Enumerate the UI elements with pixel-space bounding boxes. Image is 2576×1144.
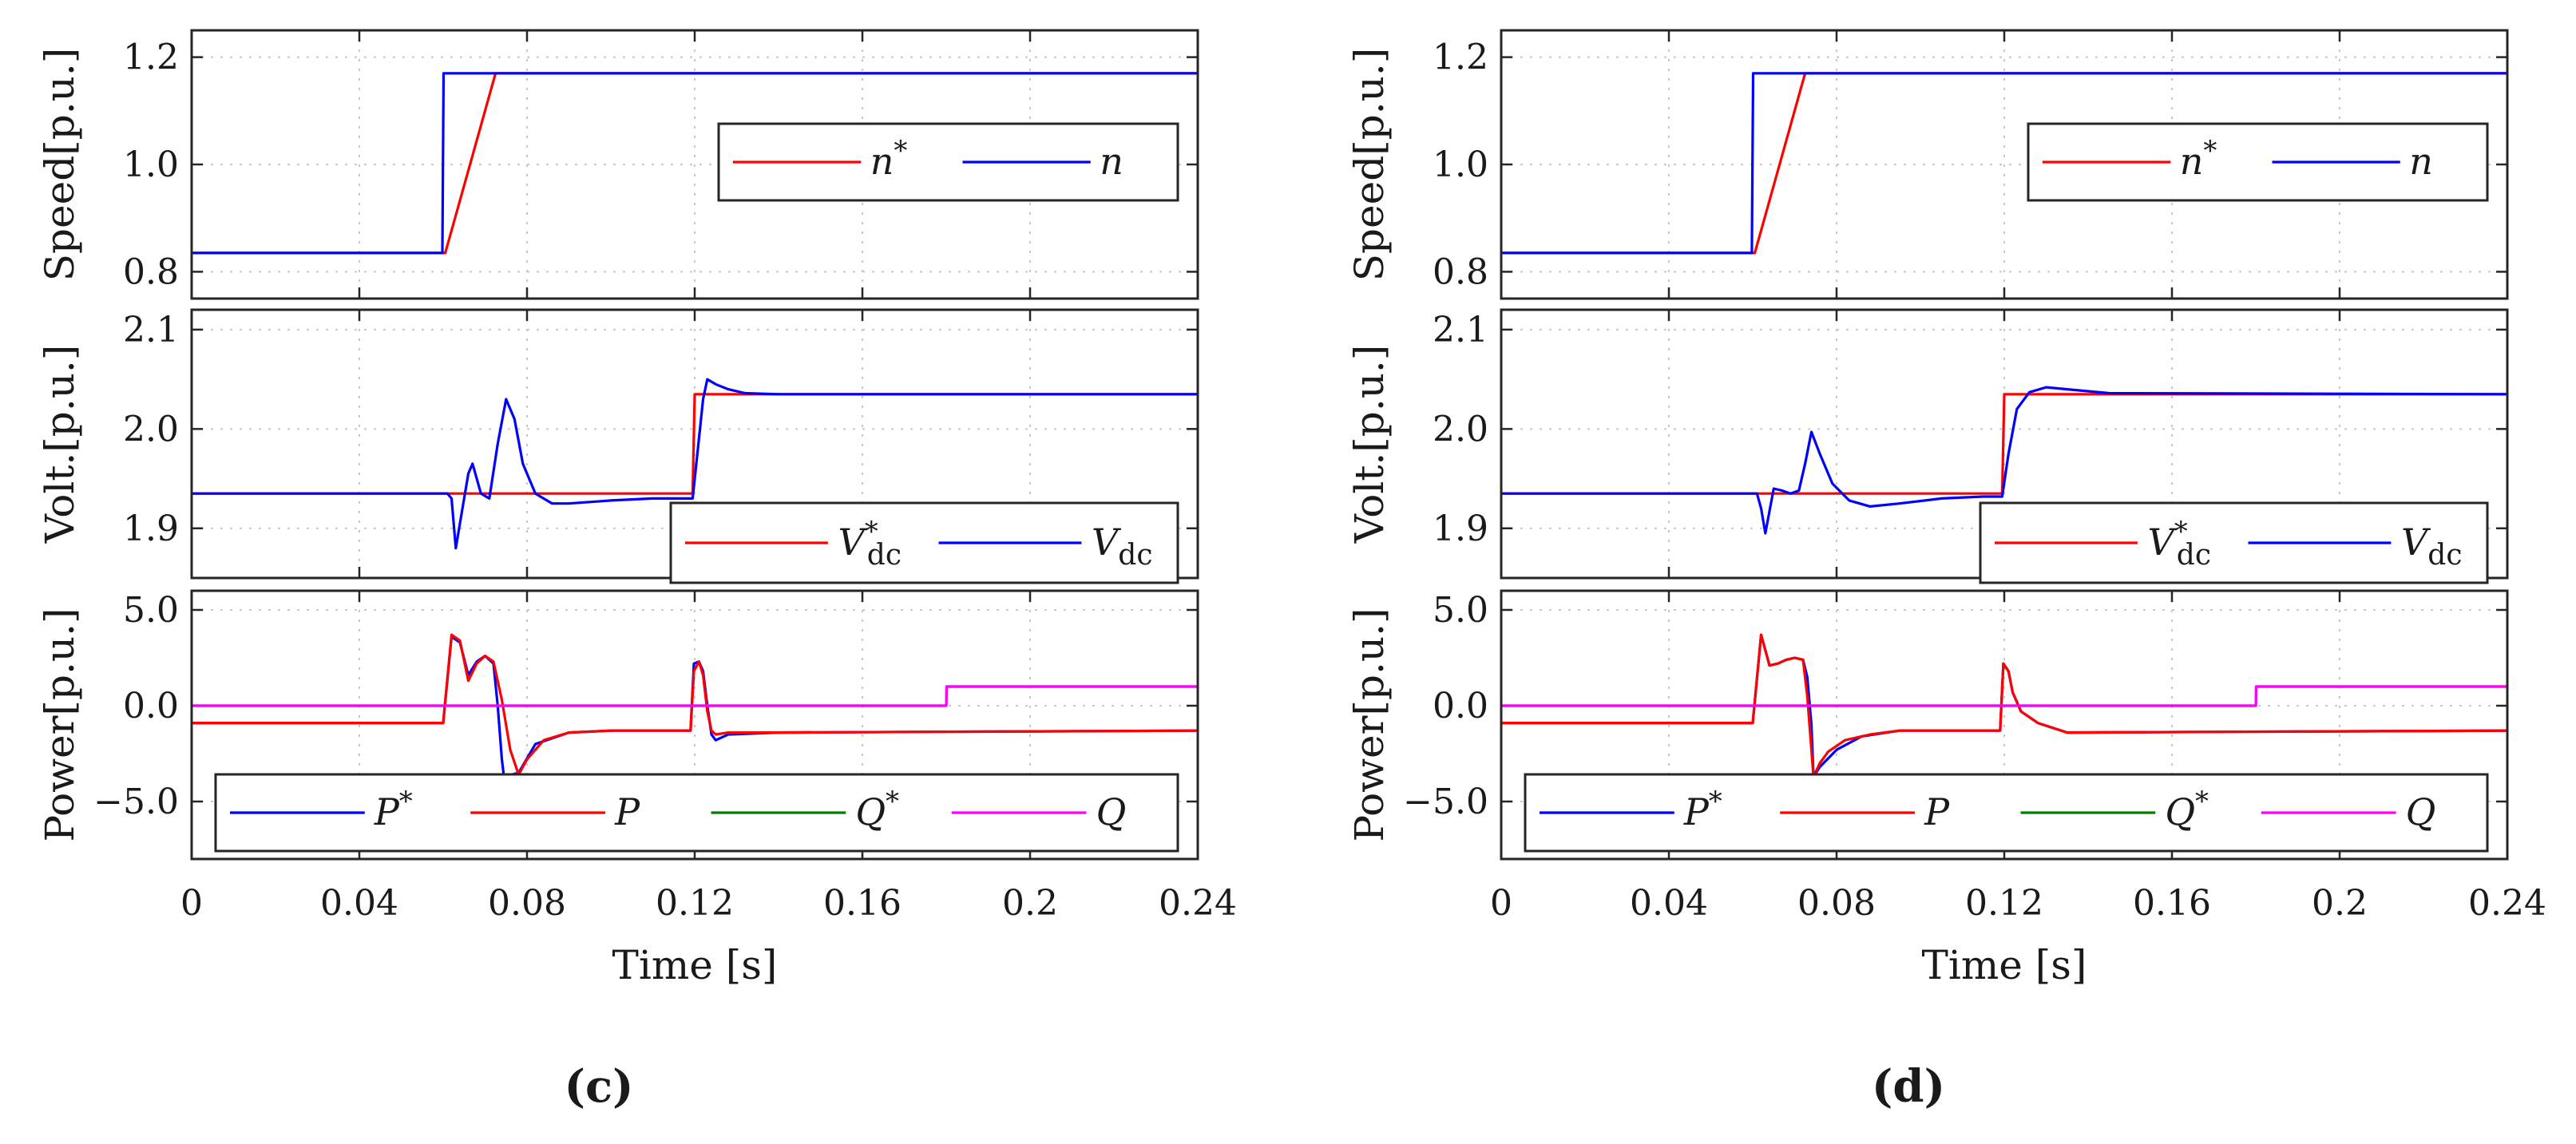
chart-0-subplot-0: 0.8 1.0 1.2 Speed[p.u.] n* n <box>37 29 1199 300</box>
legend: V* dc Vdc <box>1979 501 2489 584</box>
legend-label: P <box>1924 790 1950 833</box>
x-tick-label: 0.24 <box>1159 883 1237 924</box>
legend: P* P Q* Q <box>214 773 1179 853</box>
x-tick-label: 0 <box>180 883 203 924</box>
series-line-n <box>1501 72 2507 255</box>
chart-1-subplot-1: 1.9 2.0 2.1 Volt.[p.u.] V* dc Vdc <box>1346 308 2509 584</box>
x-tick-label: 0.12 <box>1965 883 2043 924</box>
y-tick-label: 1.0 <box>123 144 179 185</box>
legend-label: n* <box>2180 135 2217 183</box>
legend: V* dc Vdc <box>669 501 1179 584</box>
legend-label: Q* <box>2165 786 2209 833</box>
y-axis-label: Speed[p.u.] <box>37 48 83 281</box>
y-tick-label: 2.1 <box>1433 310 1488 350</box>
y-tick-label: 1.2 <box>123 38 179 78</box>
x-tick-label: 0.2 <box>1002 883 1058 924</box>
legend: n* n <box>2027 122 2489 202</box>
x-tick-label: 0.12 <box>656 883 734 924</box>
legend-label: Vdc <box>2401 521 2462 572</box>
series-line-n <box>192 72 1198 255</box>
x-axis-label: Time [s] <box>1922 942 2087 988</box>
chart-1-subplot-0: 0.8 1.0 1.2 Speed[p.u.] n* n <box>1346 29 2509 300</box>
y-tick-label: 5.0 <box>123 590 179 631</box>
legend-label: P* <box>1683 786 1722 833</box>
chart-0-x-axis: 0 0.04 0.08 0.12 0.16 0.2 0.24 Time [s] (c) <box>180 883 1237 1113</box>
series-line-p <box>192 633 1198 777</box>
legend-label: Q <box>1096 790 1127 833</box>
legend-label: P <box>614 790 640 833</box>
y-tick-label: 0.8 <box>1433 251 1488 292</box>
x-tick-label: 0.16 <box>2133 883 2211 924</box>
legend-label: n* <box>870 135 908 183</box>
series-line-vdc <box>1501 386 2507 535</box>
x-tick-label: 0 <box>1490 883 1512 924</box>
legend: n* n <box>717 122 1179 202</box>
x-tick-label: 0.08 <box>1797 883 1876 924</box>
y-tick-label: 1.9 <box>123 509 179 549</box>
y-tick-label: 1.9 <box>1433 509 1488 549</box>
axes-box <box>1500 29 2509 300</box>
y-tick-label: 1.0 <box>1433 144 1488 185</box>
y-axis-label: Volt.[p.u.] <box>1346 345 1393 544</box>
x-axis-label: Time [s] <box>612 942 778 988</box>
y-tick-label: 2.0 <box>123 409 179 449</box>
x-tick-label: 0.04 <box>1630 883 1708 924</box>
axes-box <box>190 589 1199 861</box>
chart-0-subplot-1: 1.9 2.0 2.1 Volt.[p.u.] V* dc Vdc <box>37 308 1199 584</box>
y-tick-label: −5.0 <box>1403 782 1488 822</box>
legend-label: V* dc <box>2148 516 2211 572</box>
legend-label: n <box>1100 140 1124 183</box>
chart-0-subplot-2: −5.0 0.0 5.0 Power[p.u.] P* P Q* Q <box>37 589 1199 861</box>
axes-box <box>1500 589 2509 861</box>
series-line-q <box>192 685 1198 707</box>
y-tick-label: 1.2 <box>1433 38 1488 78</box>
y-tick-label: 0.0 <box>1433 686 1488 726</box>
panel-label: (d) <box>1872 1060 1945 1113</box>
series-line-vdc <box>192 378 1198 550</box>
legend-label: Q* <box>855 786 899 833</box>
y-tick-label: −5.0 <box>93 782 179 822</box>
y-tick-label: 2.1 <box>123 310 179 350</box>
chart-1-subplot-2: −5.0 0.0 5.0 Power[p.u.] P* P Q* Q <box>1346 589 2509 861</box>
y-tick-label: 2.0 <box>1433 409 1488 449</box>
series-line-p <box>1501 633 2507 778</box>
legend-label: Q <box>2406 790 2436 833</box>
x-tick-label: 0.16 <box>823 883 902 924</box>
y-tick-label: 0.0 <box>123 686 179 726</box>
y-tick-label: 0.8 <box>123 251 179 292</box>
legend: P* P Q* Q <box>1524 773 2489 853</box>
x-tick-label: 0.2 <box>2312 883 2368 924</box>
series-line-q <box>1501 685 2507 707</box>
chart-1-x-axis: 0 0.04 0.08 0.12 0.16 0.2 0.24 Time [s] (d) <box>1490 883 2546 1113</box>
panel-label: (c) <box>564 1060 633 1113</box>
y-axis-label: Power[p.u.] <box>1346 608 1393 841</box>
y-axis-label: Volt.[p.u.] <box>37 345 83 544</box>
legend-label: Vdc <box>1092 521 1152 572</box>
x-tick-label: 0.04 <box>320 883 398 924</box>
x-tick-label: 0.08 <box>488 883 566 924</box>
y-axis-label: Power[p.u.] <box>37 608 83 841</box>
x-tick-label: 0.24 <box>2468 883 2546 924</box>
axes-box <box>190 29 1199 300</box>
legend-label: P* <box>374 786 413 833</box>
y-axis-label: Speed[p.u.] <box>1346 48 1393 281</box>
y-tick-label: 5.0 <box>1433 590 1488 631</box>
legend-label: V* dc <box>838 516 902 572</box>
legend-label: n <box>2409 140 2433 183</box>
